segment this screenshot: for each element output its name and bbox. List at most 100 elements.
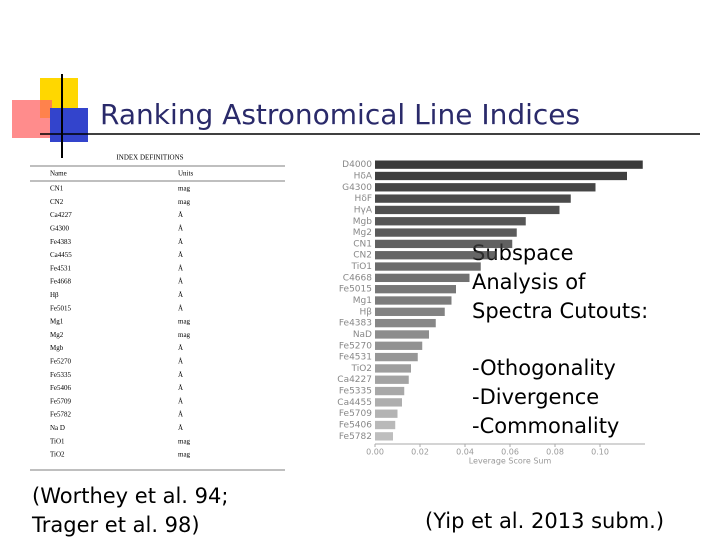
bar [375,409,398,418]
table-cell: Å [178,304,183,312]
table-cell: Å [178,344,183,352]
y-tick-label: Hβ [359,307,372,317]
y-tick-label: Mgb [353,217,372,227]
y-tick-label: Fe5015 [339,285,372,295]
bar [375,183,596,192]
deco-square [12,100,52,138]
table-cell: mag [178,185,191,193]
x-axis-label: Leverage Score Sum [469,457,552,466]
table-cell: Fe4531 [50,264,72,272]
table-cell: Å [178,264,183,272]
x-tick-label: 0.02 [411,448,429,457]
bar [375,262,481,271]
bar [375,352,418,362]
table-cell: mag [178,318,191,326]
table-cell: Fe5015 [50,304,72,312]
table-cell: Fe5782 [50,411,72,419]
table-cell: Mgb [50,344,64,352]
bar [375,386,405,396]
table-cell: Mg1 [50,318,64,326]
table-header: Name [50,170,67,178]
bar [375,341,423,350]
table-cell: Å [178,384,183,392]
y-tick-label: CN1 [353,239,372,249]
table-cell: Fe5335 [50,371,72,379]
y-tick-label: HδF [355,194,372,204]
table-cell: Å [178,371,183,379]
bullet: -Commonality [472,414,619,438]
bar [375,160,643,169]
bar [375,217,526,226]
bar [375,205,560,215]
bar [375,228,517,237]
y-tick-label: Fe4383 [339,319,372,329]
bar [375,251,497,260]
x-tick-label: 0.04 [456,448,474,457]
caption: (Worthey et al. 94; [32,484,228,508]
bar [375,239,513,249]
table-cell: mag [178,451,191,459]
x-tick-label: 0.10 [591,448,609,457]
caption: Trager et al. 98) [31,513,200,537]
y-tick-label: Ca4227 [337,375,372,385]
bar [375,307,445,316]
table-cell: Fe4668 [50,278,72,286]
table-cell: mag [178,198,191,206]
table-cell: mag [178,331,191,339]
table-cell: Fe5406 [50,384,72,392]
table-cell: Fe4383 [50,238,72,246]
y-tick-label: Mg1 [353,296,372,306]
y-tick-label: TiO1 [350,262,372,272]
table-cell: Ca4455 [50,251,72,259]
y-tick-label: Fe5782 [339,432,372,442]
index-table: INDEX DEFINITIONS Name Units CN1 mag CN2 mag Ca… [30,154,285,471]
bar [375,296,452,305]
bar [375,420,396,430]
table-cell: Hβ [50,291,59,299]
slide-title: Ranking Astronomical Line Indices [100,98,580,131]
table-cell: TiO2 [50,451,65,459]
y-tick-label: Mg2 [353,228,372,238]
y-tick-label: Fe4531 [339,353,372,363]
y-tick-label: NaD [353,330,372,340]
side-text-line: Spectra Cutouts: [472,299,648,323]
table-cell: CN2 [50,198,64,206]
bar [375,273,470,283]
table-cell: Å [178,278,183,286]
y-tick-label: Fe5270 [339,341,372,351]
deco-square [50,108,88,142]
x-tick-label: 0.00 [366,448,384,457]
y-tick-label: C4668 [343,273,372,283]
table-title: INDEX DEFINITIONS [116,154,183,162]
bullets: -Othogonality -Divergence -Commonality [472,356,619,438]
table-cell: Ca4227 [50,211,72,219]
y-tick-label: D4000 [342,160,372,170]
bullet: -Othogonality [472,356,616,380]
table-cell: Å [178,358,183,366]
table-cell: TiO1 [50,437,65,445]
side-text-line: Analysis of [472,270,586,294]
x-tick-label: 0.08 [546,448,564,457]
table-cell: Å [178,291,183,299]
table-cell: Å [178,238,183,246]
table-cell: CN1 [50,185,64,193]
y-tick-label: CN2 [353,251,372,261]
bar [375,285,456,294]
x-tick-label: 0.06 [501,448,519,457]
bullet: -Divergence [472,385,599,409]
bar [375,330,429,339]
bar [375,432,393,441]
table-cell: Å [178,211,183,219]
table-cell: Å [178,424,183,432]
table-cell: G4300 [50,225,70,233]
table-cell: Å [178,411,183,419]
y-tick-label: TiO2 [350,364,372,374]
y-tick-label: Fe5709 [339,409,372,419]
table-cell: Å [178,251,183,259]
table-cell: Å [178,225,183,233]
table-cell: Å [178,397,183,405]
bar [375,318,436,328]
bar [375,398,402,407]
